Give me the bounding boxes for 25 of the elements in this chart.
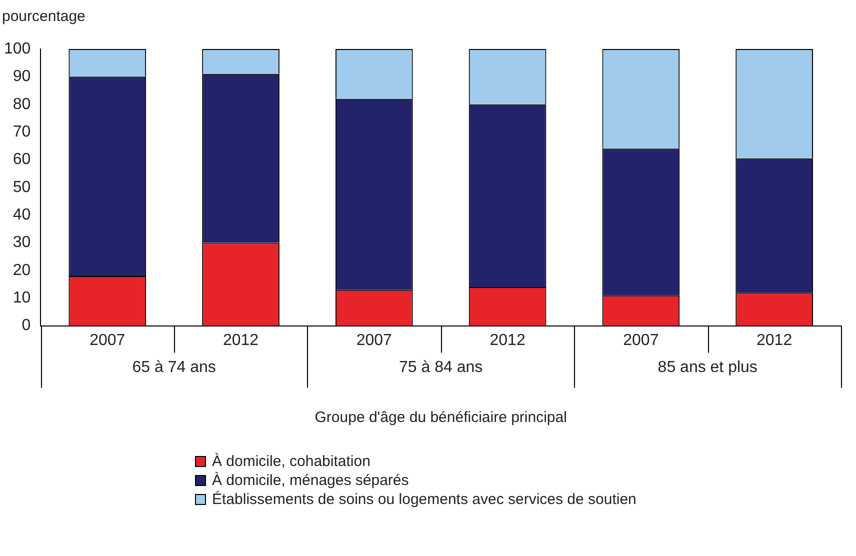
y-tick-label: 90 (12, 68, 31, 86)
y-tick-label: 60 (12, 151, 31, 168)
x-tick-label: 2007 (356, 332, 392, 349)
x-tick-label: 2012 (222, 332, 259, 349)
text: 65 à 74 ans (132, 359, 216, 376)
legend-label: À domicile, ménages séparés (212, 472, 409, 489)
x-axis-title: Groupe d'âge du bénéficiaire principal (314, 408, 567, 426)
y-tick-label: 10 (12, 290, 31, 307)
text: 85 ans et plus (658, 359, 758, 376)
y-tick-label: 0 (22, 317, 31, 334)
legend-label: À domicile, cohabitation (212, 453, 370, 470)
y-tick-label: 50 (12, 178, 31, 196)
text: 75 à 84 ans (399, 359, 483, 376)
y-tick-label: 70 (12, 123, 31, 140)
y-tick-label: 20 (12, 262, 31, 279)
y-tick-label: 40 (12, 206, 31, 224)
y-axis-title: pourcentage (2, 8, 86, 26)
y-tick-label: 80 (12, 96, 31, 113)
x-tick-label: 2007 (90, 332, 126, 349)
x-tick-label: 2007 (623, 332, 659, 349)
y-tick-label: 100 (4, 40, 31, 58)
y-tick-label: 30 (12, 234, 31, 252)
x-tick-label: 2012 (490, 332, 526, 349)
x-tick-label: 2012 (756, 332, 792, 349)
legend-label: Établissements de soins ou logements avec services de soutien (212, 491, 636, 508)
